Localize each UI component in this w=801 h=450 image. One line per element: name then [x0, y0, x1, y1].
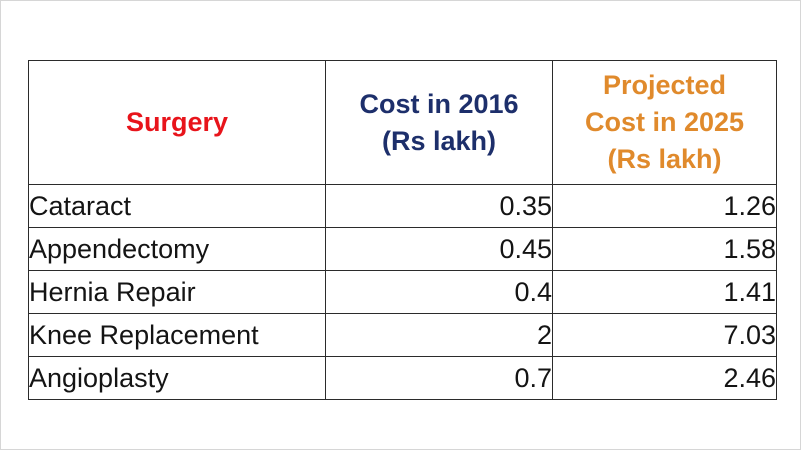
table-row: Hernia Repair 0.4 1.41 [28, 270, 777, 314]
cost-2025-cell: 1.58 [552, 227, 777, 271]
header-cost-2025-line-1: Projected [602, 70, 727, 100]
cost-2025-cell: 7.03 [552, 313, 777, 357]
table-row: Knee Replacement 2 7.03 [28, 313, 777, 357]
table-row: Cataract 0.35 1.26 [28, 184, 777, 228]
surgery-cost-table: Surgery Cost in 2016 (Rs lakh) Projected… [28, 60, 777, 400]
cost-2016-cell: 2 [325, 313, 553, 357]
surgery-name-cell: Knee Replacement [28, 313, 326, 357]
cost-2016-cell: 0.45 [325, 227, 553, 271]
header-cost-2025: Projected Cost in 2025 (Rs lakh) [552, 60, 777, 185]
cost-2016-cell: 0.35 [325, 184, 553, 228]
cost-2025-cell: 1.41 [552, 270, 777, 314]
surgery-name-cell: Hernia Repair [28, 270, 326, 314]
cost-2025-cell: 1.26 [552, 184, 777, 228]
header-cost-2016: Cost in 2016 (Rs lakh) [325, 60, 553, 185]
surgery-name-cell: Appendectomy [28, 227, 326, 271]
header-cost-2016-unit: (Rs lakh) [381, 125, 497, 156]
surgery-name-cell: Cataract [28, 184, 326, 228]
header-surgery-line: Surgery [125, 107, 229, 137]
header-cost-2025-unit: (Rs lakh) [607, 144, 722, 174]
cost-2016-cell: 0.4 [325, 270, 553, 314]
table-body: Cataract 0.35 1.26 Appendectomy 0.45 1.5… [28, 184, 777, 400]
cost-2025-cell: 2.46 [552, 356, 777, 400]
table-row: Angioplasty 0.7 2.46 [28, 356, 777, 400]
header-row: Surgery Cost in 2016 (Rs lakh) Projected… [28, 60, 777, 185]
cost-2016-cell: 0.7 [325, 356, 553, 400]
table-row: Appendectomy 0.45 1.58 [28, 227, 777, 271]
table-header: Surgery Cost in 2016 (Rs lakh) Projected… [28, 60, 777, 185]
surgery-name-cell: Angioplasty [28, 356, 326, 400]
header-cost-2016-line: Cost in 2016 [359, 88, 519, 119]
header-cost-2025-line-2: Cost in 2025 [584, 107, 745, 137]
header-surgery: Surgery [28, 60, 326, 185]
